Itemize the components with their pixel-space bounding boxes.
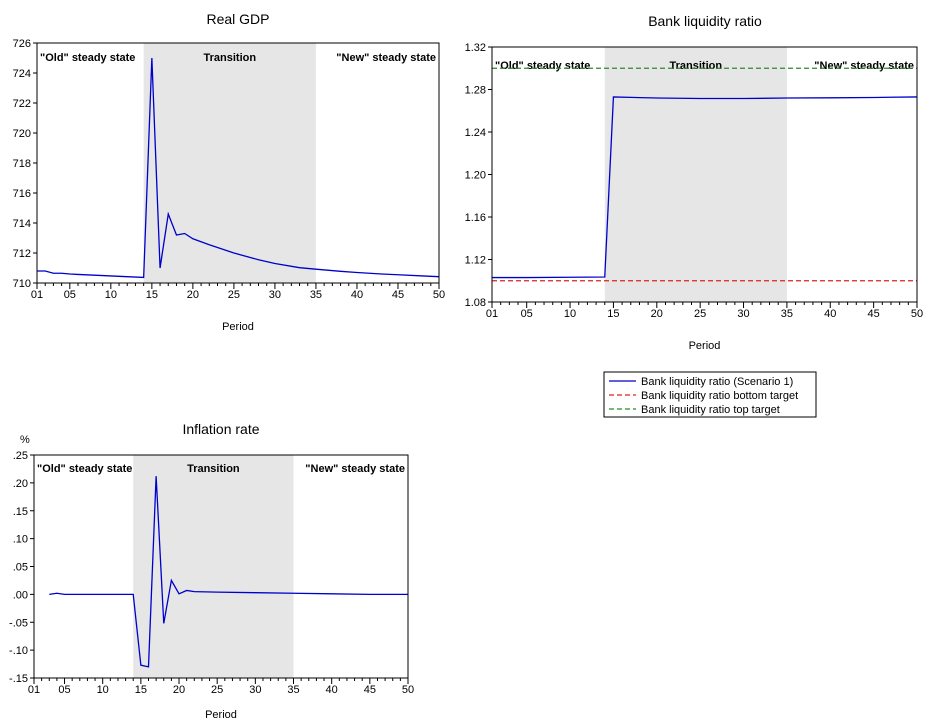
x-tick-label: 40 <box>824 308 836 320</box>
y-tick-label: 1.32 <box>465 42 486 54</box>
x-tick-label: 01 <box>28 684 40 696</box>
y-tick-label: 1.20 <box>465 170 486 182</box>
x-axis-label: Period <box>689 340 721 352</box>
y-tick-label: 726 <box>13 38 31 50</box>
chart-inflation-rate: "Old" steady state Transition "New" steady… <box>9 421 414 721</box>
y-tick-label: .20 <box>13 478 28 490</box>
x-tick-label: 50 <box>402 684 414 696</box>
y-tick-label: 1.08 <box>465 297 486 309</box>
legend-label-bottom-target: Bank liquidity ratio bottom target <box>641 390 798 402</box>
y-tick-label: .25 <box>13 450 28 462</box>
chart-bank-liquidity-ratio: "Old" steady state Transition "New" steady… <box>465 13 924 352</box>
region-label-transition: Transition <box>204 52 257 64</box>
y-tick-label: 1.16 <box>465 212 486 224</box>
legend-box <box>603 371 817 418</box>
x-tick-label: 15 <box>607 308 619 320</box>
x-tick-label: 20 <box>651 308 663 320</box>
chart-real-gdp: "Old" steady state Transition "New" steady… <box>13 11 445 333</box>
region-label-new-steady-state: "New" steady state <box>305 463 405 475</box>
region-label-old-steady-state: "Old" steady state <box>37 463 132 475</box>
y-tick-label: 1.12 <box>465 255 486 267</box>
transition-shading <box>133 455 294 678</box>
y-tick-label: 1.24 <box>465 127 486 139</box>
x-tick-label: 25 <box>228 289 240 301</box>
x-tick-label: 25 <box>694 308 706 320</box>
chart-title: Real GDP <box>206 11 269 27</box>
y-tick-label: .10 <box>13 534 28 546</box>
region-label-old-steady-state: "Old" steady state <box>495 60 590 72</box>
transition-shading <box>143 43 316 283</box>
y-tick-label: .00 <box>13 589 28 601</box>
x-tick-label: 35 <box>781 308 793 320</box>
transition-shading <box>604 47 787 302</box>
region-label-new-steady-state: "New" steady state <box>336 52 436 64</box>
y-tick-label: -.05 <box>9 617 28 629</box>
legend-label-scenario: Bank liquidity ratio (Scenario 1) <box>641 376 793 388</box>
y-tick-label: 724 <box>13 68 31 80</box>
x-tick-label: 40 <box>351 289 363 301</box>
series-line-0 <box>492 96 918 279</box>
x-tick-label: 15 <box>146 289 158 301</box>
y-tick-label: 720 <box>13 128 31 140</box>
region-label-transition: Transition <box>670 60 723 72</box>
x-axis-label: Period <box>205 709 237 721</box>
x-tick-label: 20 <box>187 289 199 301</box>
y-tick-label: -.10 <box>9 645 28 657</box>
x-tick-label: 40 <box>326 684 338 696</box>
x-tick-label: 35 <box>287 684 299 696</box>
x-tick-label: 45 <box>868 308 880 320</box>
y-tick-label: 722 <box>13 98 31 110</box>
y-tick-label: 716 <box>13 188 31 200</box>
region-label-new-steady-state: "New" steady state <box>814 60 914 72</box>
y-axis-unit-label: % <box>20 434 30 446</box>
x-tick-label: 45 <box>392 289 404 301</box>
legend-label-top-target: Bank liquidity ratio top target <box>641 404 780 416</box>
x-tick-label: 30 <box>249 684 261 696</box>
series-line-0 <box>49 476 408 668</box>
x-tick-label: 05 <box>58 684 70 696</box>
y-tick-label: 710 <box>13 278 31 290</box>
x-tick-label: 15 <box>135 684 147 696</box>
x-tick-label: 25 <box>211 684 223 696</box>
x-tick-label: 20 <box>173 684 185 696</box>
x-tick-label: 05 <box>64 289 76 301</box>
y-tick-label: 714 <box>13 218 31 230</box>
y-tick-label: .05 <box>13 562 28 574</box>
legend-bank-liquidity: Bank liquidity ratio (Scenario 1) Bank l… <box>603 371 817 418</box>
region-label-transition: Transition <box>187 463 240 475</box>
region-label-old-steady-state: "Old" steady state <box>40 52 135 64</box>
y-tick-label: 718 <box>13 158 31 170</box>
y-tick-label: 1.28 <box>465 85 486 97</box>
x-tick-label: 10 <box>97 684 109 696</box>
x-tick-label: 05 <box>521 308 533 320</box>
x-tick-label: 01 <box>486 308 498 320</box>
series-line-0 <box>37 57 440 279</box>
x-tick-label: 01 <box>31 289 43 301</box>
x-axis-label: Period <box>222 321 254 333</box>
x-tick-label: 50 <box>433 289 445 301</box>
y-tick-label: .15 <box>13 506 28 518</box>
x-tick-label: 30 <box>737 308 749 320</box>
x-tick-label: 10 <box>564 308 576 320</box>
y-tick-label: 712 <box>13 248 31 260</box>
x-tick-label: 50 <box>911 308 923 320</box>
x-tick-label: 45 <box>364 684 376 696</box>
x-tick-label: 30 <box>269 289 281 301</box>
chart-title: Inflation rate <box>182 421 259 437</box>
x-tick-label: 35 <box>310 289 322 301</box>
y-tick-label: -.15 <box>9 673 28 685</box>
chart-title: Bank liquidity ratio <box>648 13 762 29</box>
x-tick-label: 10 <box>105 289 117 301</box>
